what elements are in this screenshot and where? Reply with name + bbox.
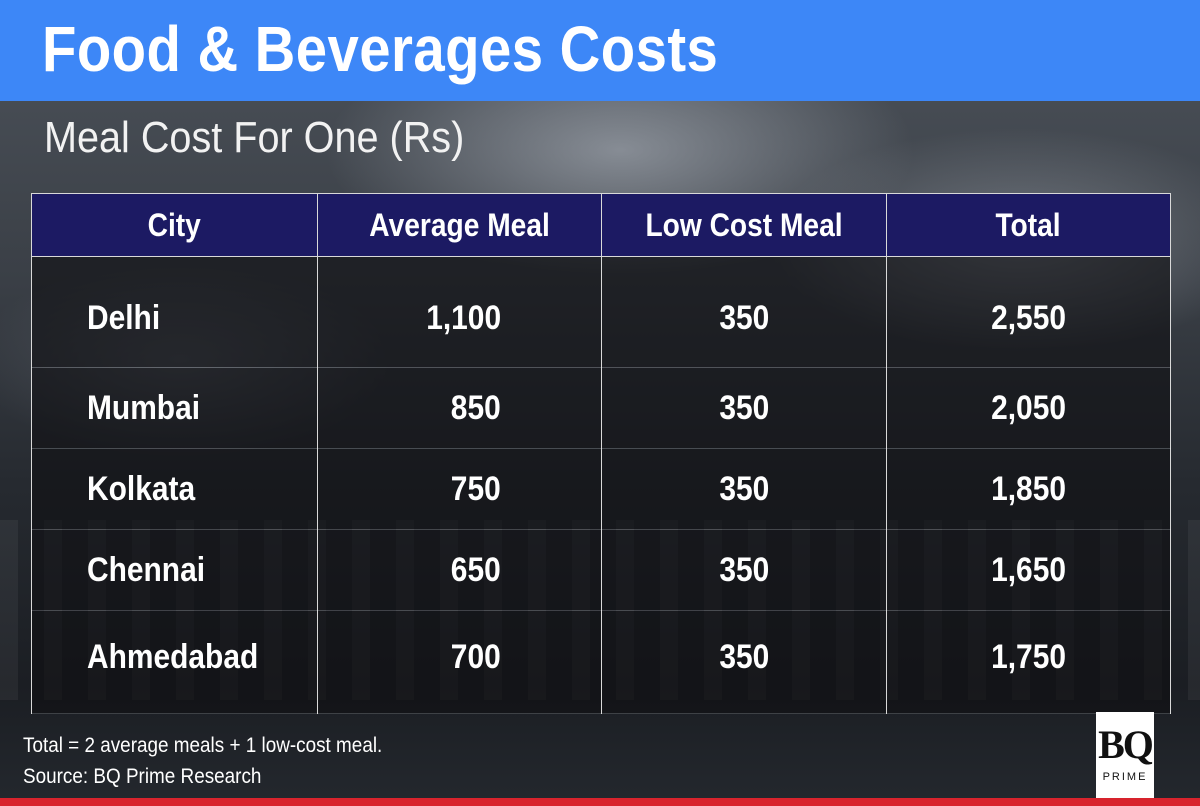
column-header-label: Average Meal [369, 206, 550, 243]
chart-subtitle: Meal Cost For One (Rs) [44, 113, 465, 162]
cell-value: 850 [451, 388, 501, 427]
city-cell: Chennai [31, 529, 318, 611]
cell-value: 1,100 [426, 298, 501, 337]
low-cost-meal-cell: 350 [601, 367, 887, 449]
cell-value: 1,850 [991, 469, 1066, 508]
city-cell: Delhi [31, 256, 318, 368]
table-row: Chennai 650 350 1,650 [31, 529, 1171, 611]
cell-value: 650 [451, 550, 501, 589]
table-container: City Average Meal Low Cost Meal Total De… [31, 193, 1171, 714]
footnote-note: Total = 2 average meals + 1 low-cost mea… [23, 734, 383, 757]
column-header-label: Low Cost Meal [645, 206, 843, 243]
cell-value: 350 [719, 298, 769, 337]
low-cost-meal-cell: 350 [601, 256, 887, 368]
average-meal-cell: 700 [317, 610, 602, 714]
average-meal-cell: 850 [317, 367, 602, 449]
total-cell: 1,850 [886, 448, 1171, 530]
low-cost-meal-cell: 350 [601, 448, 887, 530]
page-title: Food & Beverages Costs [42, 13, 719, 85]
cell-value: 700 [451, 637, 501, 676]
footnote-source: Source: BQ Prime Research [23, 765, 262, 788]
title-band: Food & Beverages Costs [0, 0, 1200, 101]
cell-value: 2,550 [991, 298, 1066, 337]
meal-cost-table: City Average Meal Low Cost Meal Total De… [31, 193, 1171, 714]
bq-prime-logo: BQ PRIME [1096, 712, 1154, 798]
column-header-total: Total [886, 193, 1171, 257]
total-cell: 2,050 [886, 367, 1171, 449]
column-header-label: City [147, 206, 202, 243]
cell-value: 750 [451, 469, 501, 508]
cell-value: Kolkata [87, 469, 196, 508]
column-header-label: Total [995, 206, 1062, 243]
cell-value: Mumbai [87, 388, 201, 427]
total-cell: 2,550 [886, 256, 1171, 368]
cell-value: 1,650 [991, 550, 1066, 589]
cell-value: 350 [719, 388, 769, 427]
table-row: Ahmedabad 700 350 1,750 [31, 610, 1171, 714]
cell-value: Ahmedabad [87, 637, 259, 676]
logo-mark: BQ [1098, 722, 1154, 767]
low-cost-meal-cell: 350 [601, 610, 887, 714]
city-cell: Kolkata [31, 448, 318, 530]
cell-value: 350 [719, 637, 769, 676]
average-meal-cell: 650 [317, 529, 602, 611]
total-cell: 1,750 [886, 610, 1171, 714]
logo-subtext: PRIME [1102, 771, 1148, 783]
cell-value: 350 [719, 469, 769, 508]
total-cell: 1,650 [886, 529, 1171, 611]
cell-value: 350 [719, 550, 769, 589]
column-header-city: City [31, 193, 318, 257]
bottom-accent-bar [0, 798, 1200, 806]
footnote: Total = 2 average meals + 1 low-cost mea… [23, 730, 382, 792]
table-header-row: City Average Meal Low Cost Meal Total [31, 193, 1171, 257]
column-header-low-cost-meal: Low Cost Meal [601, 193, 887, 257]
table-row: Kolkata 750 350 1,850 [31, 448, 1171, 530]
cell-value: 1,750 [991, 637, 1066, 676]
table-row: Mumbai 850 350 2,050 [31, 367, 1171, 449]
cell-value: Chennai [87, 550, 206, 589]
low-cost-meal-cell: 350 [601, 529, 887, 611]
table-row: Delhi 1,100 350 2,550 [31, 256, 1171, 368]
city-cell: Mumbai [31, 367, 318, 449]
average-meal-cell: 1,100 [317, 256, 602, 368]
cell-value: Delhi [87, 298, 161, 337]
city-cell: Ahmedabad [31, 610, 318, 714]
average-meal-cell: 750 [317, 448, 602, 530]
column-header-average-meal: Average Meal [317, 193, 602, 257]
cell-value: 2,050 [991, 388, 1066, 427]
